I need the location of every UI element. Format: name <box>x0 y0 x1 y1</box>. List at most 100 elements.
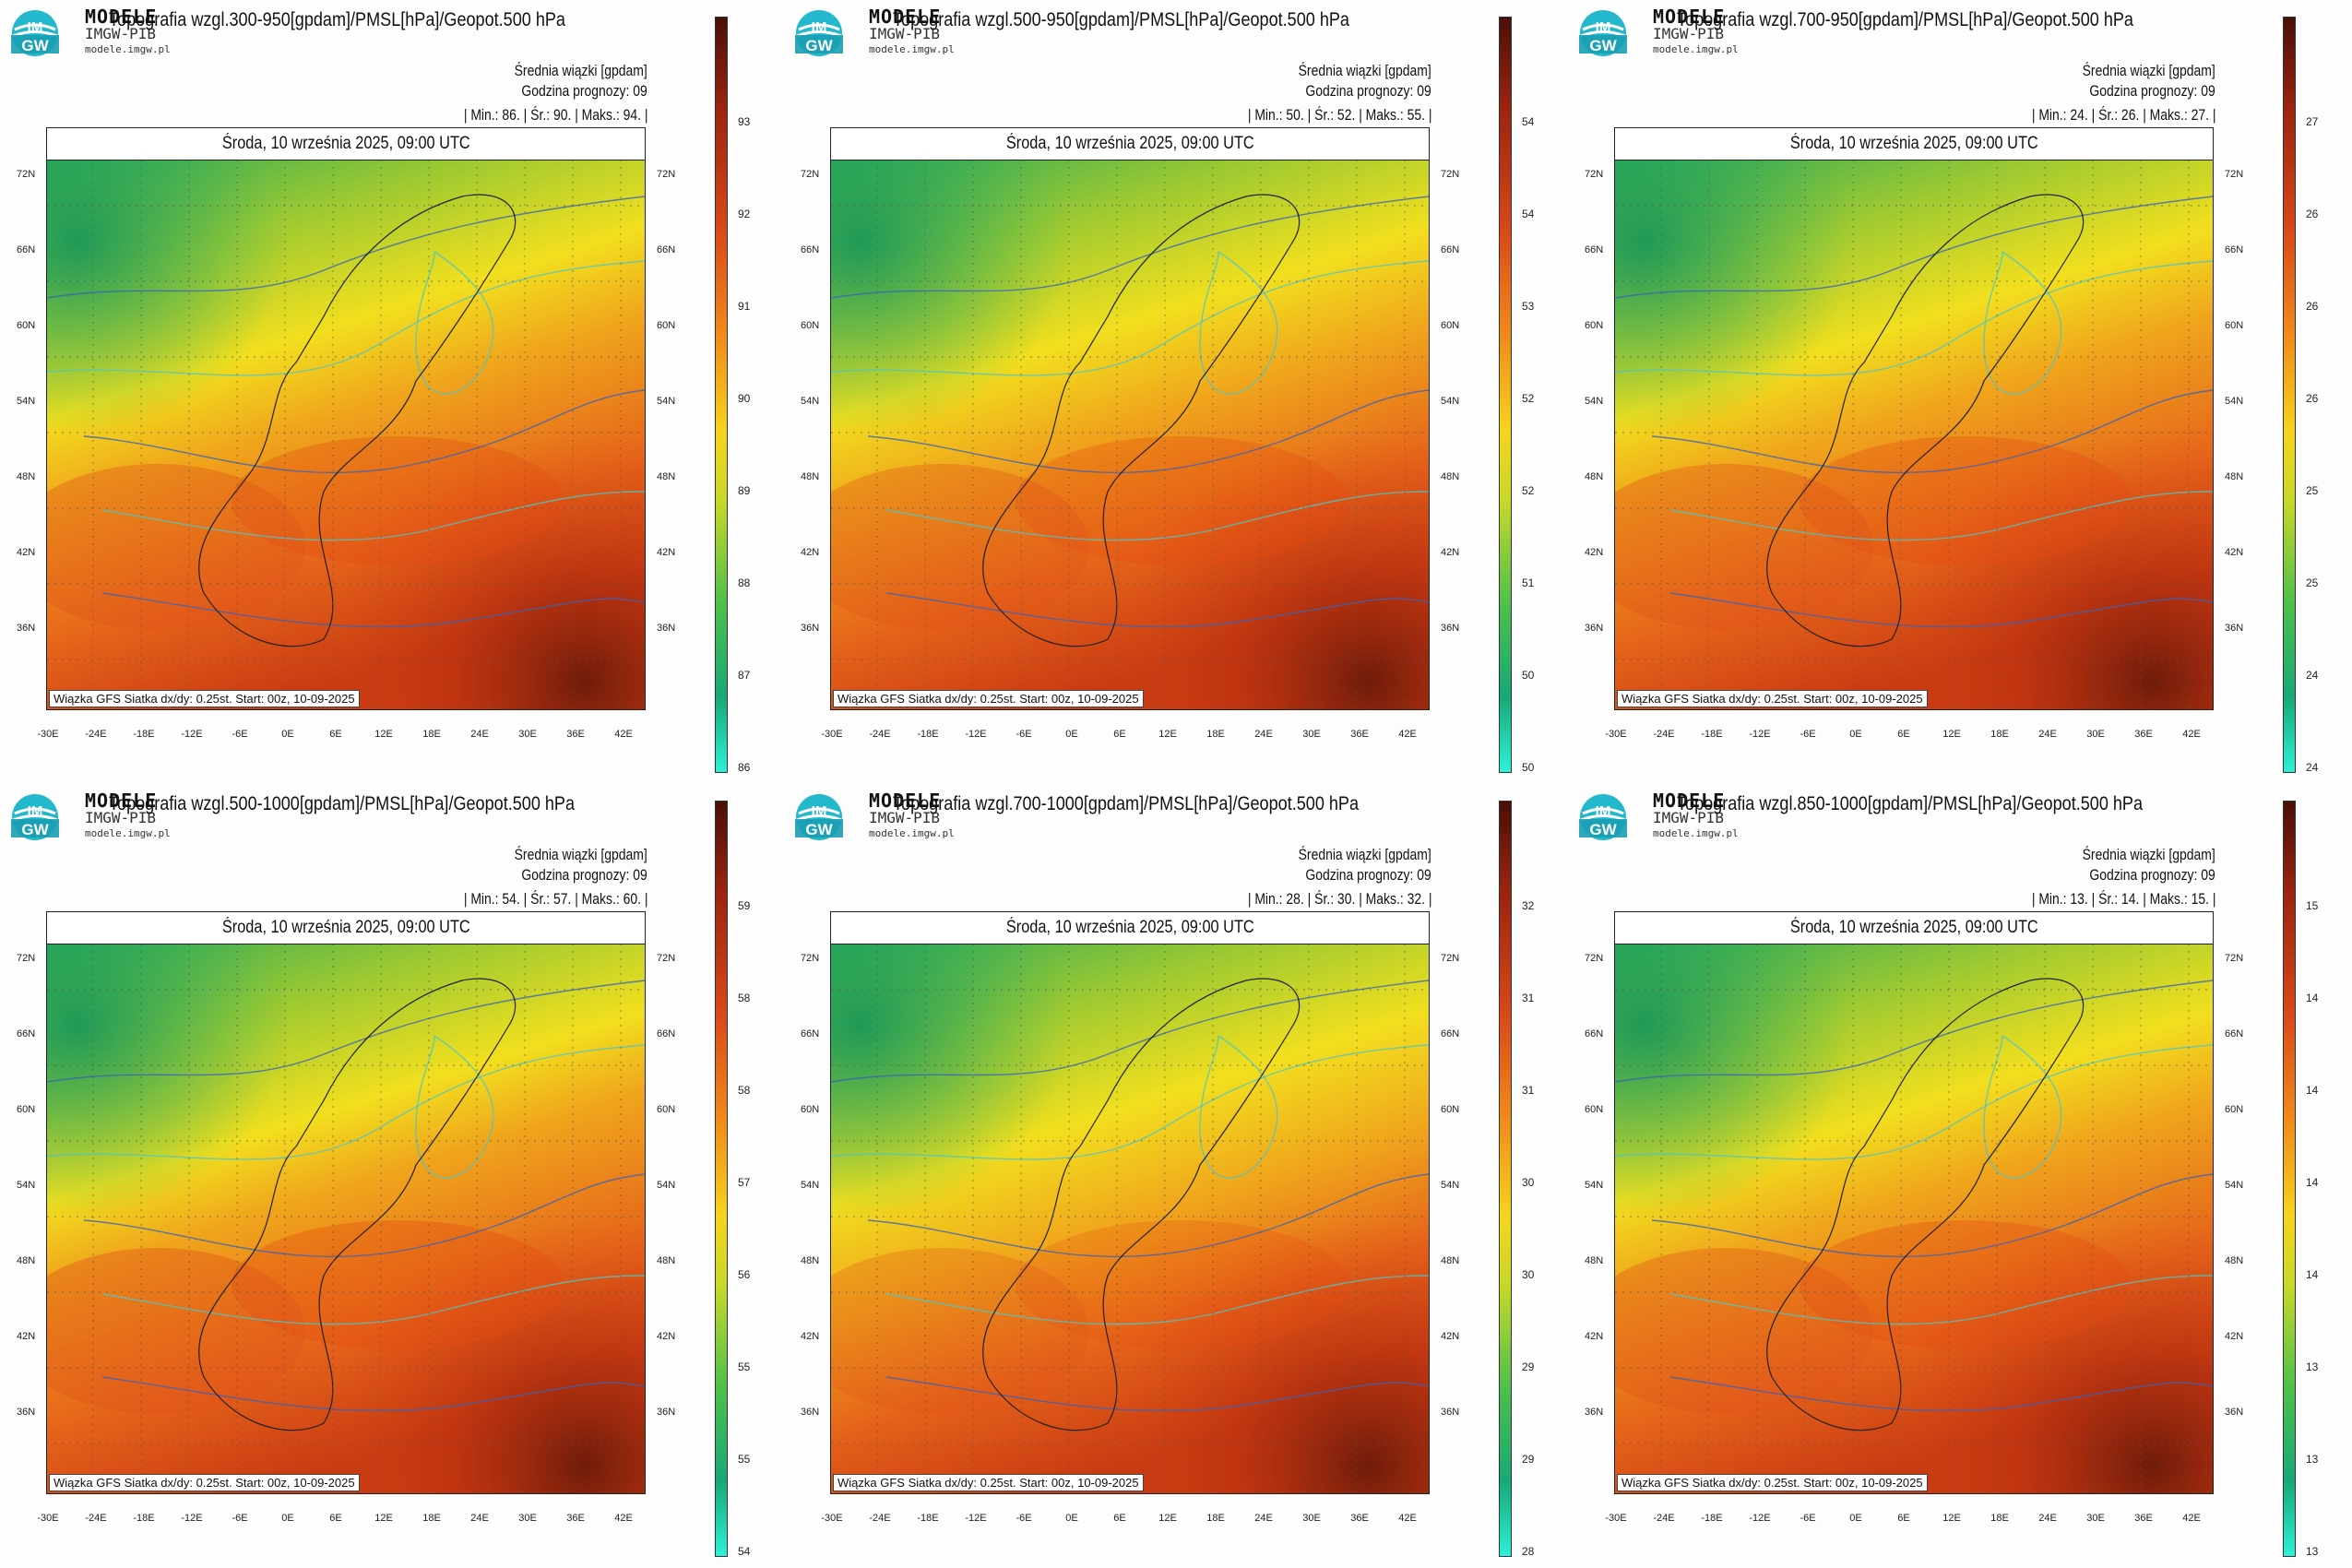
lat-label: 60N <box>2225 1104 2244 1115</box>
colorbar-tick-label: 92 <box>738 208 751 220</box>
map-panel-4: IM GW MODELE IMGW-PIB modele.imgw.pl Top… <box>0 784 784 1568</box>
lat-label: 66N <box>657 1028 676 1039</box>
lon-label: 24E <box>470 729 489 740</box>
lon-label: -6E <box>1800 1513 1816 1524</box>
stats-line: | Min.: 54. | Śr.: 57. | Maks.: 60. | <box>463 890 647 908</box>
stats-line: | Min.: 24. | Śr.: 26. | Maks.: 27. | <box>2031 106 2215 124</box>
lat-label: 42N <box>1585 1331 1604 1342</box>
model-footnote: Wiązka GFS Siatka dx/dy: 0.25st. Start: … <box>49 1474 360 1491</box>
brand-url[interactable]: modele.imgw.pl <box>869 827 955 839</box>
lat-label: 72N <box>2225 169 2244 180</box>
lon-label: -6E <box>1016 1513 1032 1524</box>
model-footnote: Wiązka GFS Siatka dx/dy: 0.25st. Start: … <box>1617 1474 1928 1491</box>
temperature-field <box>1615 160 2213 709</box>
logo-text-top: IM <box>28 803 43 819</box>
lon-label: 0E <box>1849 1513 1862 1524</box>
lon-label: 6E <box>1113 1513 1126 1524</box>
brand-url[interactable]: modele.imgw.pl <box>85 827 171 839</box>
imgw-logo: IM GW <box>795 10 843 56</box>
contour-line <box>1983 251 2062 395</box>
lon-label: 24E <box>1254 729 1273 740</box>
colorbar-tick-label: 26 <box>2306 208 2319 220</box>
contour-line <box>831 1044 1429 1160</box>
date-header: Środa, 10 września 2025, 09:00 UTC <box>831 128 1429 160</box>
brand-url[interactable]: modele.imgw.pl <box>85 43 171 55</box>
lon-label: 18E <box>1206 1513 1225 1524</box>
contour-line <box>101 592 645 628</box>
lat-label: 42N <box>2225 547 2244 558</box>
lat-label: 66N <box>801 1028 820 1039</box>
colorbar-tick-label: 53 <box>1522 300 1535 313</box>
panel-title: Topografia wzgl.700-950[gpdam]/PMSL[hPa]… <box>1677 9 2133 30</box>
model-footnote: Wiązka GFS Siatka dx/dy: 0.25st. Start: … <box>833 690 1144 707</box>
lon-label: -24E <box>85 1513 107 1524</box>
contour-line <box>47 1044 645 1160</box>
coastline <box>1766 978 2085 1431</box>
brand-subtitle: IMGW-PIB <box>869 25 941 42</box>
lon-label: -12E <box>181 1513 203 1524</box>
colorbar-tick-label: 88 <box>738 576 751 589</box>
brand-subtitle: IMGW-PIB <box>1653 25 1725 42</box>
lon-label: -6E <box>1800 729 1816 740</box>
colorbar-tick-label: 15 <box>2306 899 2319 912</box>
lon-label: -18E <box>1701 1513 1723 1524</box>
contour-line <box>831 260 1429 376</box>
contour-line <box>101 1376 645 1412</box>
brand-block: MODELE IMGW-PIB modele.imgw.pl <box>869 7 955 54</box>
contour-line <box>101 1275 645 1325</box>
lat-label: 72N <box>801 169 820 180</box>
lat-label: 42N <box>801 1331 820 1342</box>
lon-label: 12E <box>374 1513 393 1524</box>
lon-label: 30E <box>1302 1513 1321 1524</box>
brand-title: MODELE <box>85 6 158 28</box>
lon-label: 18E <box>1206 729 1225 740</box>
lat-label: 72N <box>2225 953 2244 964</box>
contour-line <box>1615 1044 2213 1160</box>
lon-label: 6E <box>329 729 342 740</box>
lon-label: -30E <box>37 1513 59 1524</box>
info-line-2: Godzina prognozy: 09 <box>1305 866 1431 884</box>
lon-label: 6E <box>1897 729 1910 740</box>
model-footnote: Wiązka GFS Siatka dx/dy: 0.25st. Start: … <box>49 690 360 707</box>
lat-label: 48N <box>1441 1255 1460 1266</box>
lat-label: 60N <box>801 320 820 331</box>
lat-label: 54N <box>2225 1180 2244 1191</box>
lat-label: 54N <box>1585 396 1604 407</box>
lat-label: 42N <box>1441 547 1460 558</box>
lat-label: 66N <box>1441 244 1460 255</box>
lat-label: 36N <box>657 1407 676 1418</box>
brand-url[interactable]: modele.imgw.pl <box>869 43 955 55</box>
lon-label: -24E <box>869 1513 891 1524</box>
brand-url[interactable]: modele.imgw.pl <box>1653 827 1739 839</box>
logo-text-top: IM <box>1596 19 1611 35</box>
date-header: Środa, 10 września 2025, 09:00 UTC <box>1615 128 2213 160</box>
colorbar-tick-label: 52 <box>1522 392 1535 405</box>
lat-label: 48N <box>2225 471 2244 482</box>
lon-label: 18E <box>422 729 441 740</box>
lat-label: 60N <box>1441 1104 1460 1115</box>
info-line-1: Średnia wiązki [gpdam] <box>2082 846 2215 863</box>
colorbar-tick-label: 26 <box>2306 392 2319 405</box>
lat-label: 36N <box>657 623 676 634</box>
brand-title: MODELE <box>1653 6 1726 28</box>
lat-label: 54N <box>2225 396 2244 407</box>
contour-line <box>1651 1173 2213 1258</box>
colorbar-tick-label: 14 <box>2306 1268 2319 1281</box>
lon-label: -6E <box>232 729 248 740</box>
lat-label: 54N <box>801 396 820 407</box>
map-frame: Środa, 10 września 2025, 09:00 UTC <box>1614 127 2214 710</box>
colorbar-tick-label: 52 <box>1522 484 1535 497</box>
lat-label: 54N <box>1441 1180 1460 1191</box>
colorbar <box>1499 801 1512 1557</box>
colorbar-tick-label: 57 <box>738 1176 751 1189</box>
info-line-2: Godzina prognozy: 09 <box>2089 82 2215 100</box>
brand-url[interactable]: modele.imgw.pl <box>1653 43 1739 55</box>
stats-line: | Min.: 13. | Śr.: 14. | Maks.: 15. | <box>2031 890 2215 908</box>
coastline <box>198 194 517 647</box>
lat-label: 66N <box>2225 1028 2244 1039</box>
colorbar-tick-label: 30 <box>1522 1268 1535 1281</box>
lon-label: -18E <box>133 1513 155 1524</box>
lat-label: 54N <box>801 1180 820 1191</box>
lon-label: 30E <box>2086 729 2105 740</box>
lon-label: -24E <box>85 729 107 740</box>
